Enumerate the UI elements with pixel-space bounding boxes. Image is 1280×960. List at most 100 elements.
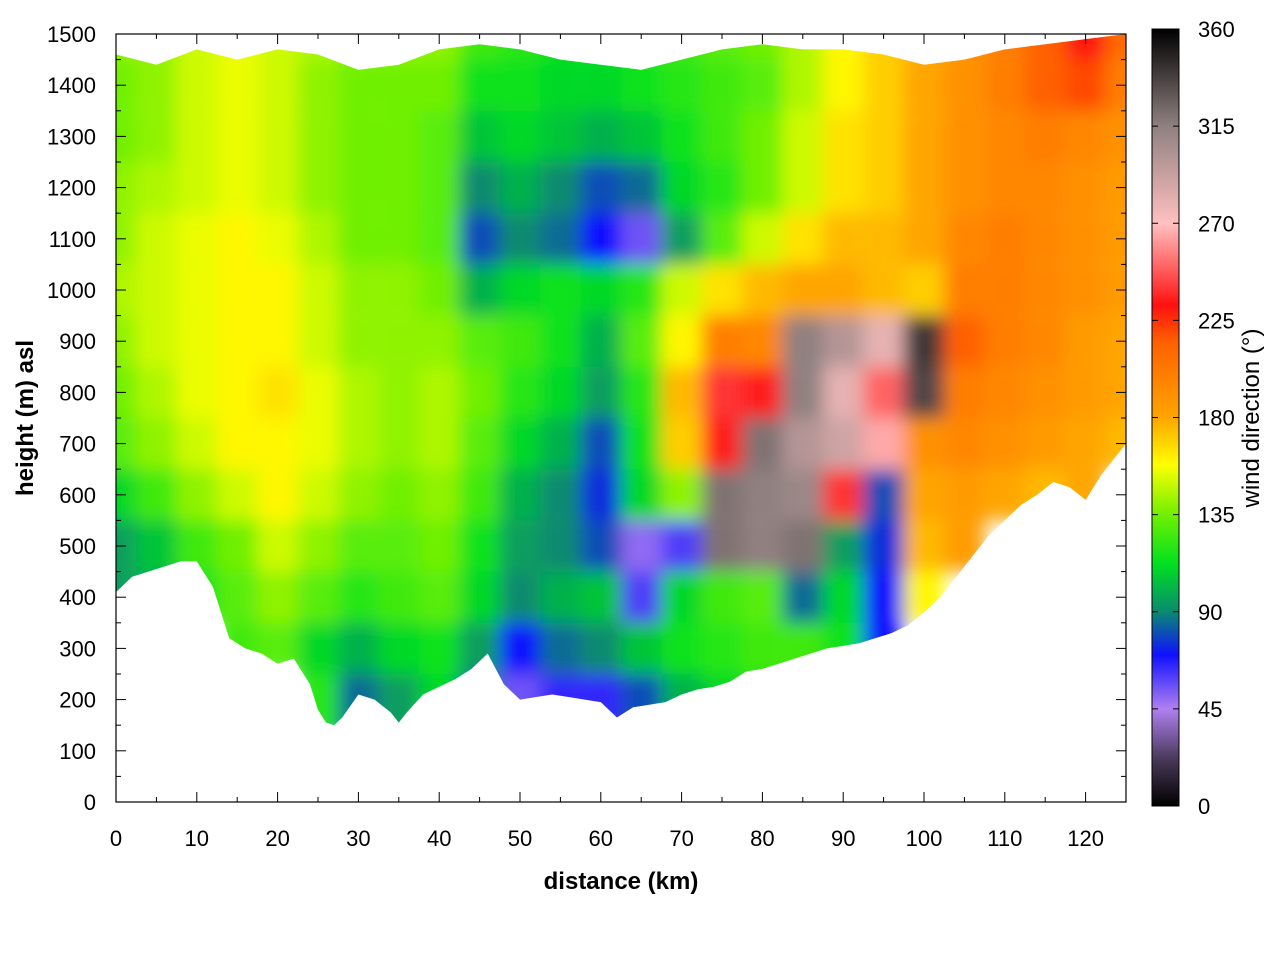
field-cell xyxy=(903,213,945,265)
x-tick-label: 20 xyxy=(265,826,289,851)
y-tick-label: 400 xyxy=(59,585,96,610)
y-tick-label: 500 xyxy=(59,534,96,559)
field-cell xyxy=(459,571,500,623)
field-cell xyxy=(338,213,379,265)
field-cell xyxy=(378,213,419,265)
field-cell xyxy=(116,264,137,316)
field-cell xyxy=(1105,59,1126,111)
x-axis-title: distance (km) xyxy=(544,868,699,895)
field-cell xyxy=(863,418,904,470)
field-cell xyxy=(984,110,1025,162)
field-cell xyxy=(499,469,541,521)
field-cell xyxy=(944,469,985,521)
field-cell xyxy=(903,315,945,367)
field-cell xyxy=(378,366,419,418)
field-cell xyxy=(499,366,541,418)
x-tick-label: 10 xyxy=(185,826,209,851)
field-cell xyxy=(661,110,702,162)
field-cell xyxy=(742,162,783,214)
field-cell xyxy=(540,622,581,674)
field-cell xyxy=(701,366,743,418)
field-cell xyxy=(661,315,702,367)
field-cell xyxy=(903,264,945,316)
field-cell xyxy=(661,213,702,265)
field-cell xyxy=(984,264,1025,316)
field-cell xyxy=(116,366,137,418)
field-cell xyxy=(257,315,298,367)
field-cell xyxy=(984,59,1025,111)
field-cell xyxy=(782,571,823,623)
field-cell xyxy=(499,315,541,367)
field-cell xyxy=(701,315,743,367)
y-tick-label: 0 xyxy=(84,790,96,815)
y-tick-label: 1500 xyxy=(47,22,96,47)
field-cell xyxy=(580,162,621,214)
field-cell xyxy=(297,469,339,521)
colorbar-tick-label: 45 xyxy=(1198,697,1222,722)
field-cell xyxy=(823,571,864,623)
x-tick-label: 50 xyxy=(508,826,532,851)
colorbar-tick-label: 135 xyxy=(1198,503,1235,528)
field-cell xyxy=(338,622,379,674)
field-cell xyxy=(116,59,137,111)
colorbar-tick-label: 225 xyxy=(1198,308,1235,333)
field-cell xyxy=(661,571,702,623)
field-cell xyxy=(580,622,621,674)
field-cell xyxy=(1025,264,1066,316)
field-cell xyxy=(863,469,904,521)
field-cell xyxy=(742,264,783,316)
field-cell xyxy=(782,110,823,162)
field-cell xyxy=(984,162,1025,214)
field-cell xyxy=(116,469,137,521)
y-tick-label: 1100 xyxy=(49,227,96,252)
field-cell xyxy=(701,264,743,316)
field-cell xyxy=(116,418,137,470)
field-cell xyxy=(661,264,702,316)
field-cell xyxy=(217,366,258,418)
field-cell xyxy=(1065,162,1106,214)
field-cell xyxy=(540,315,581,367)
field-cell xyxy=(701,571,743,623)
colorbar-tick-label: 315 xyxy=(1198,114,1235,139)
field-cell xyxy=(742,59,783,111)
field-cell xyxy=(176,366,217,418)
field-cell xyxy=(217,264,258,316)
field-cell xyxy=(338,162,379,214)
x-tick-label: 90 xyxy=(831,826,855,851)
field-cell xyxy=(499,59,541,111)
field-cell xyxy=(136,366,177,418)
field-cell xyxy=(459,315,500,367)
colorbar-tick-label: 360 xyxy=(1198,17,1235,42)
field-cell xyxy=(136,110,177,162)
field-cell xyxy=(580,366,621,418)
field-cell xyxy=(297,520,339,572)
field-cell xyxy=(378,418,419,470)
colorbar-tick-label: 180 xyxy=(1198,406,1235,431)
field-cell xyxy=(1065,418,1106,470)
field-cell xyxy=(661,622,702,674)
field-cell xyxy=(1065,213,1106,265)
field-cell xyxy=(499,264,541,316)
field-cell xyxy=(621,110,662,162)
field-cell xyxy=(1025,315,1066,367)
y-tick-label: 1300 xyxy=(47,124,96,149)
field-cell xyxy=(378,571,419,623)
x-tick-label: 110 xyxy=(987,826,1022,851)
field-cell xyxy=(621,366,662,418)
field-cell xyxy=(621,418,662,470)
field-cell xyxy=(903,418,945,470)
field-cell xyxy=(1065,315,1106,367)
field-cell xyxy=(1025,110,1066,162)
field-cell xyxy=(701,162,743,214)
field-cell xyxy=(823,264,864,316)
field-cell xyxy=(701,59,743,111)
field-cell xyxy=(297,418,339,470)
field-cell xyxy=(257,469,298,521)
x-tick-label: 80 xyxy=(750,826,774,851)
field-cell xyxy=(176,59,217,111)
field-cell xyxy=(378,520,419,572)
field-cell xyxy=(782,418,823,470)
field-cell xyxy=(621,213,662,265)
field-cell xyxy=(1065,366,1106,418)
field-cell xyxy=(419,622,460,674)
